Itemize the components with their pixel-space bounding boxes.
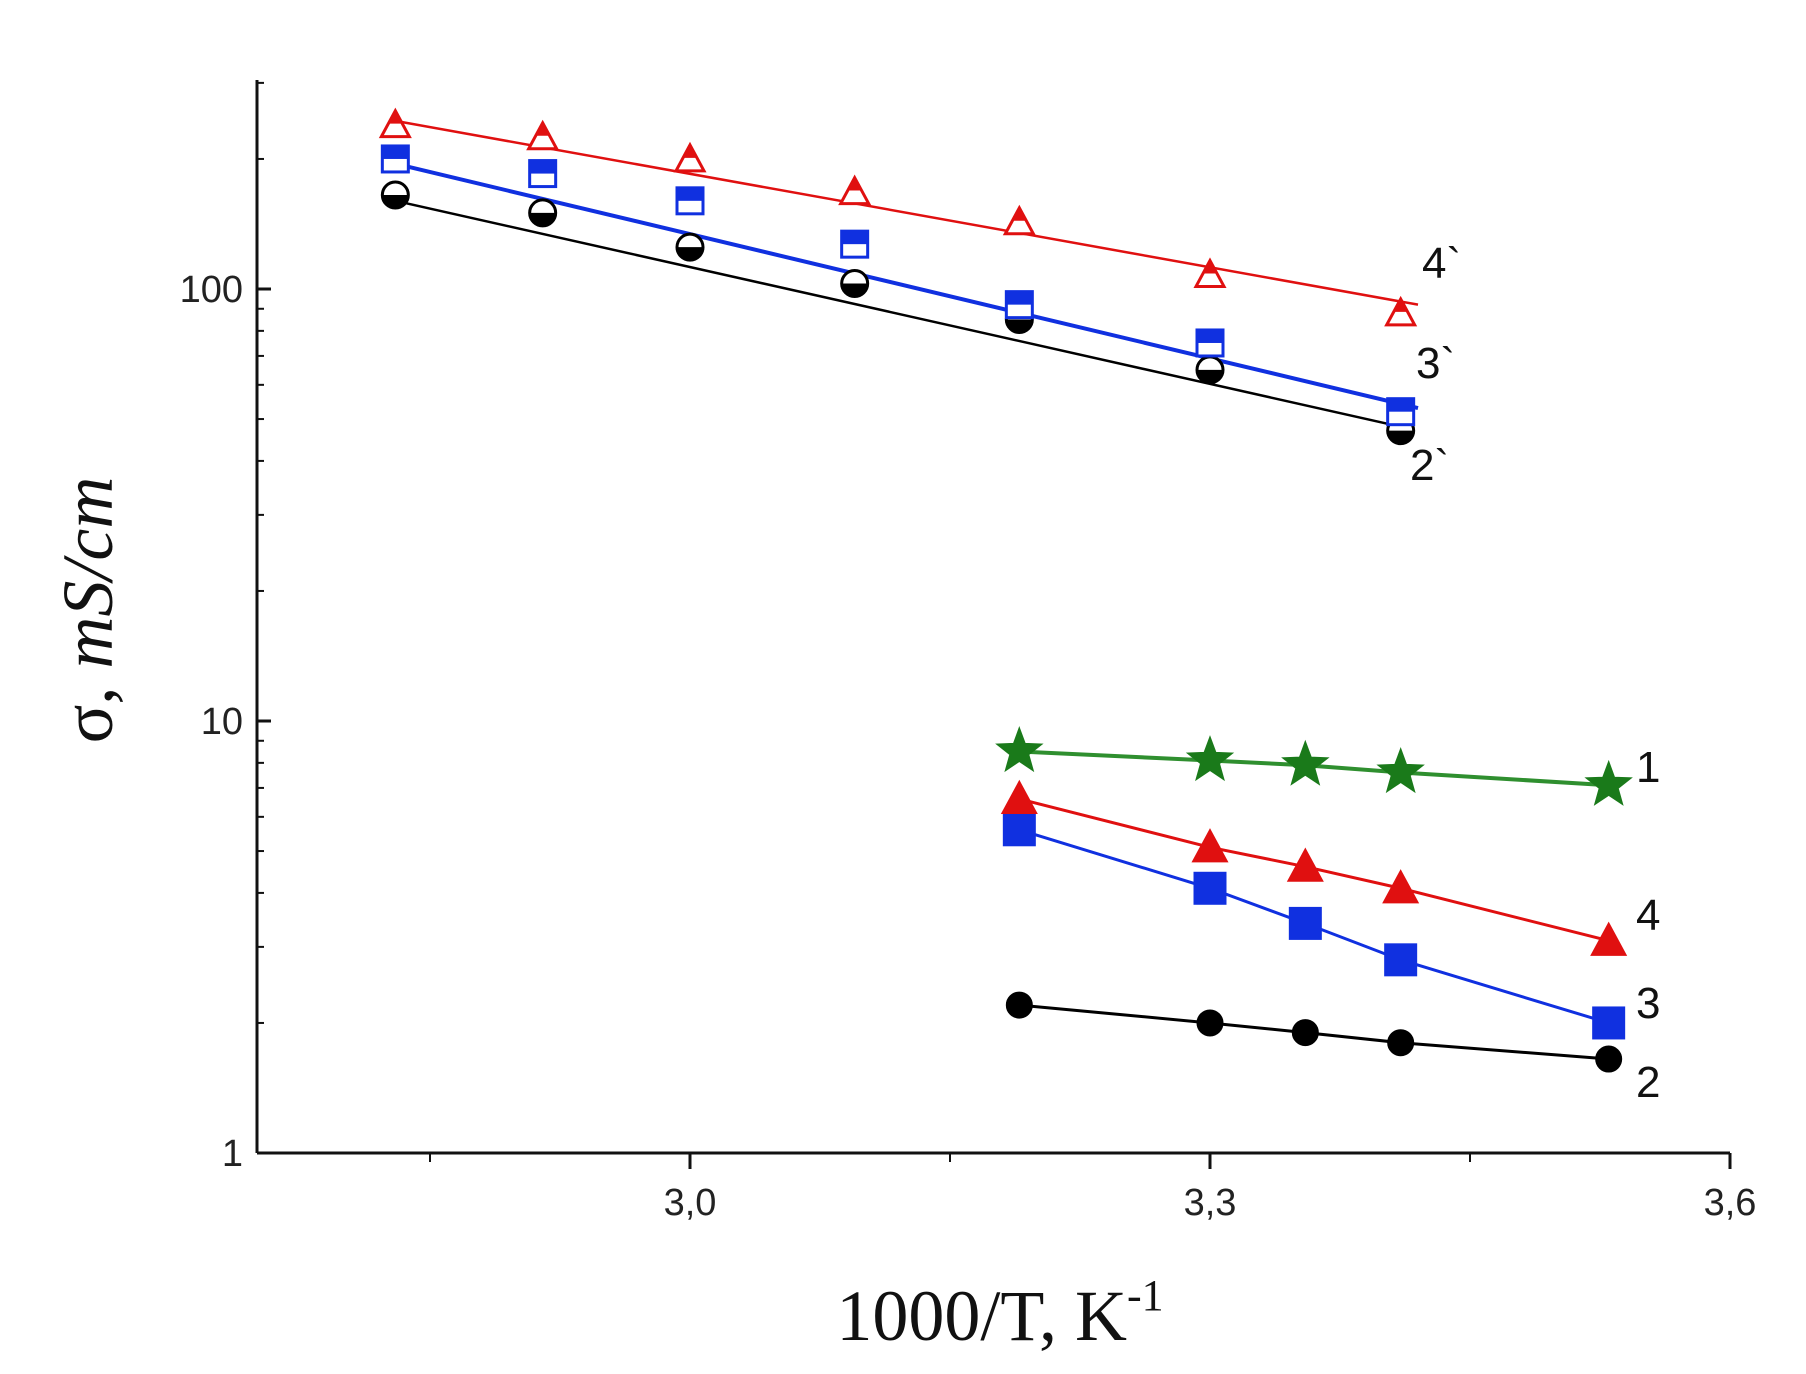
marker-3p-square-half xyxy=(841,231,868,245)
y-axis-title: σ, mS/cm xyxy=(48,477,128,744)
marker-4p-triangle-half xyxy=(1393,298,1408,312)
series-label-4: 4 xyxy=(1636,891,1660,940)
x-tick-label: 3,6 xyxy=(1704,1182,1757,1224)
marker-2p-circle-half xyxy=(529,212,556,226)
marker-3p-square-half xyxy=(529,160,556,174)
marker-4p-triangle xyxy=(1002,204,1036,236)
x-tick-label: 3,3 xyxy=(1184,1182,1237,1224)
marker-4p-triangle xyxy=(673,141,707,173)
marker-2-circle xyxy=(1595,1045,1623,1073)
marker-2p-circle-half xyxy=(841,283,868,297)
marker-2p-circle-half xyxy=(382,195,409,209)
marker-4p-triangle xyxy=(526,119,560,151)
ticks: 1 10 100 3,0 3,3 3,6 xyxy=(180,81,1757,1224)
marker-4p-triangle-half xyxy=(388,110,403,124)
marker-4p-triangle-half xyxy=(847,177,862,191)
marker-4p-triangle xyxy=(838,174,872,206)
marker-4p-triangle-half xyxy=(682,144,698,158)
marker-3-square xyxy=(1193,871,1227,905)
fit-lines xyxy=(394,119,1419,428)
marker-1-star xyxy=(995,726,1044,773)
marker-4-triangle xyxy=(1590,921,1628,956)
series-label-2: 2 xyxy=(1636,1058,1660,1107)
marker-4-triangle xyxy=(1000,779,1038,815)
fit-line-3p xyxy=(394,161,1419,411)
marker-3-square xyxy=(1384,943,1418,977)
marker-1-star xyxy=(1281,739,1330,786)
marker-3p-square-half xyxy=(677,187,703,201)
marker-3-square xyxy=(1002,813,1036,847)
marker-3p-square-half xyxy=(1006,291,1033,305)
fit-line-4p xyxy=(395,119,1419,306)
series-label-3: 3 xyxy=(1636,979,1660,1028)
y-tick-label: 10 xyxy=(201,701,243,743)
series-label-2p: 2` xyxy=(1410,441,1449,490)
marker-1-star xyxy=(1185,735,1235,782)
series-labels: 1 2 3 4 2` 3` 4` xyxy=(1410,239,1660,1107)
marker-2-circle xyxy=(1387,1029,1415,1057)
marker-3-square xyxy=(1592,1006,1626,1040)
connect-lines xyxy=(1018,749,1610,1061)
marker-2p-circle-half xyxy=(677,247,703,261)
marker-4p-triangle xyxy=(378,107,412,139)
markers xyxy=(378,107,1633,1073)
series-label-3p: 3` xyxy=(1416,339,1455,388)
y-tick-label: 100 xyxy=(180,269,243,311)
marker-2-circle xyxy=(1291,1019,1319,1047)
marker-4p-triangle-half xyxy=(1012,207,1027,221)
marker-1-star xyxy=(1584,759,1633,806)
marker-4-triangle xyxy=(1191,828,1229,863)
x-tick-label: 3,0 xyxy=(664,1182,717,1224)
marker-3p-square-half xyxy=(1387,398,1414,412)
marker-4p-triangle-half xyxy=(1202,260,1218,274)
axes xyxy=(255,80,1730,1155)
marker-2p-circle-half xyxy=(1006,319,1033,333)
series-label-1: 1 xyxy=(1636,743,1660,792)
x-axis-title: 1000/T, K-1 xyxy=(836,1271,1163,1356)
marker-1-star xyxy=(1376,747,1425,794)
y-tick-label: 1 xyxy=(222,1133,243,1175)
marker-4-triangle xyxy=(1286,847,1324,882)
marker-4p-triangle xyxy=(1193,257,1227,288)
marker-4p-triangle-half xyxy=(535,122,550,136)
marker-2-circle xyxy=(1196,1009,1224,1037)
marker-3p-square-half xyxy=(382,145,409,159)
marker-4p-triangle xyxy=(1384,295,1418,327)
fit-line-2p xyxy=(395,199,1401,428)
marker-2p-circle-half xyxy=(1197,369,1223,383)
marker-2p-circle-half xyxy=(1387,430,1414,444)
marker-4-triangle xyxy=(1382,869,1420,904)
marker-3p-square-half xyxy=(1197,329,1223,343)
marker-3-square xyxy=(1288,906,1322,940)
series-label-4p: 4` xyxy=(1422,239,1461,288)
marker-2-circle xyxy=(1005,991,1033,1019)
